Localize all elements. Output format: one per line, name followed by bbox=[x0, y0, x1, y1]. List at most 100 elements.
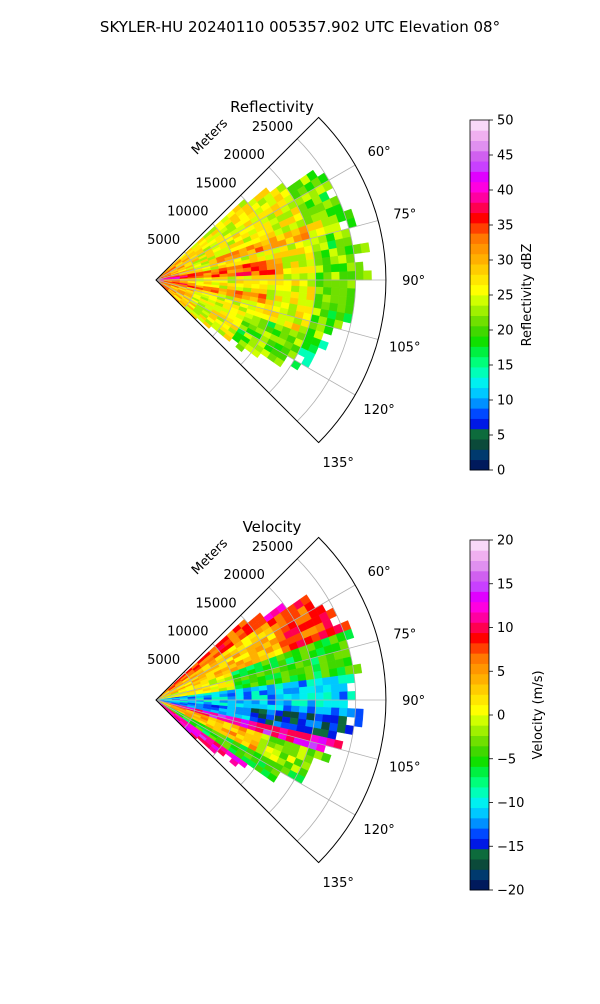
colorbar-swatch bbox=[470, 419, 489, 430]
colorbar-swatch bbox=[470, 643, 489, 654]
field-cell bbox=[259, 685, 268, 691]
field-cell bbox=[314, 294, 323, 302]
field-cell bbox=[291, 268, 299, 275]
colorbar-swatch bbox=[470, 130, 489, 141]
field-cell bbox=[347, 263, 356, 272]
colorbar-swatch bbox=[470, 859, 489, 870]
field-cell bbox=[244, 272, 252, 277]
field-cell bbox=[275, 269, 283, 275]
field-cell bbox=[338, 675, 347, 684]
field-cell bbox=[339, 288, 348, 297]
field-cell bbox=[276, 694, 284, 700]
field-cell bbox=[298, 674, 307, 682]
azimuth-tick-label: 60° bbox=[368, 565, 391, 580]
colorbar-swatch bbox=[470, 766, 489, 777]
field-cell bbox=[348, 691, 356, 700]
colorbar-swatch bbox=[470, 449, 489, 460]
colorbar-swatch bbox=[470, 120, 489, 131]
field-cell bbox=[347, 708, 356, 717]
field-cell bbox=[305, 672, 314, 680]
radial-tick-label: 5000 bbox=[147, 233, 180, 248]
colorbar-swatch bbox=[470, 254, 489, 265]
field-cell bbox=[292, 700, 300, 706]
colorbar-tick-label: 0 bbox=[497, 464, 505, 479]
field-cell bbox=[306, 679, 315, 687]
field-cell bbox=[330, 256, 339, 265]
colorbar-tick-label: 20 bbox=[497, 534, 514, 549]
field-cell bbox=[283, 706, 291, 712]
field-cell bbox=[220, 277, 228, 280]
colorbar-tick-label: −20 bbox=[497, 884, 524, 899]
colorbar-swatch bbox=[470, 346, 489, 357]
colorbar-swatch bbox=[470, 316, 489, 327]
field-cell bbox=[324, 280, 332, 288]
azimuth-tick-label: 90° bbox=[402, 274, 425, 289]
field-cell bbox=[283, 688, 291, 694]
field-cell bbox=[332, 692, 340, 700]
field-cell bbox=[268, 695, 276, 700]
field-cell bbox=[321, 670, 330, 679]
radial-tick-label: 20000 bbox=[224, 568, 265, 583]
field-cell bbox=[291, 360, 302, 370]
field-cell bbox=[299, 706, 307, 713]
field-cell bbox=[252, 696, 260, 701]
field-cell bbox=[259, 690, 267, 695]
field-cell bbox=[268, 700, 276, 705]
field-cell bbox=[348, 280, 356, 289]
field-cell bbox=[283, 268, 291, 274]
field-cell bbox=[307, 287, 315, 294]
field-cell bbox=[252, 276, 260, 281]
colorbar-tick-label: 5 bbox=[497, 665, 505, 680]
colorbar-swatch bbox=[470, 305, 489, 316]
field-cell bbox=[329, 248, 338, 257]
colorbar-swatch bbox=[470, 141, 489, 152]
field-cell bbox=[236, 700, 244, 704]
field-cell bbox=[323, 287, 331, 295]
field-cell bbox=[252, 271, 260, 276]
reflectivity-colorbar-label: Reflectivity dBZ bbox=[520, 244, 535, 347]
field-cell bbox=[260, 695, 268, 700]
field-cell bbox=[322, 677, 331, 685]
colorbar-tick-label: 15 bbox=[497, 577, 514, 592]
field-cell bbox=[338, 716, 347, 725]
field-cell bbox=[355, 262, 364, 271]
field-cell bbox=[260, 700, 268, 705]
field-cell bbox=[300, 693, 308, 700]
reflectivity-panel: Reflectivity 50001000015000200002500060°… bbox=[147, 98, 535, 479]
field-cell bbox=[251, 686, 259, 691]
field-cell bbox=[307, 707, 315, 714]
colorbar-swatch bbox=[470, 869, 489, 880]
colorbar-swatch bbox=[470, 182, 489, 193]
colorbar-swatch bbox=[470, 725, 489, 736]
colorbar-swatch bbox=[470, 161, 489, 172]
field-cell bbox=[308, 273, 316, 280]
colorbar-swatch bbox=[470, 171, 489, 182]
field-cell bbox=[329, 668, 338, 677]
field-cell bbox=[298, 254, 307, 262]
colorbar-swatch bbox=[470, 274, 489, 285]
field-cell bbox=[283, 286, 291, 292]
radial-tick-label: 25000 bbox=[252, 540, 293, 555]
field-cell bbox=[324, 700, 332, 708]
azimuth-tick-label: 120° bbox=[363, 823, 394, 838]
azimuth-tick-label: 60° bbox=[368, 145, 391, 160]
field-cell bbox=[314, 714, 323, 722]
field-cell bbox=[346, 254, 355, 263]
colorbar-swatch bbox=[470, 244, 489, 255]
colorbar-swatch bbox=[470, 202, 489, 213]
field-cell bbox=[313, 671, 322, 679]
field-cell bbox=[291, 261, 300, 268]
field-cell bbox=[331, 684, 340, 692]
radial-tick-label: 10000 bbox=[167, 625, 208, 640]
colorbar-swatch bbox=[470, 797, 489, 808]
field-cell bbox=[346, 674, 355, 683]
field-cell bbox=[321, 250, 330, 259]
field-cell bbox=[291, 706, 299, 713]
field-cell bbox=[348, 271, 356, 280]
colorbar-swatch bbox=[470, 213, 489, 224]
field-cell bbox=[236, 692, 244, 696]
field-cell bbox=[315, 265, 323, 273]
field-cell bbox=[275, 705, 283, 711]
colorbar-tick-label: 50 bbox=[497, 114, 514, 129]
